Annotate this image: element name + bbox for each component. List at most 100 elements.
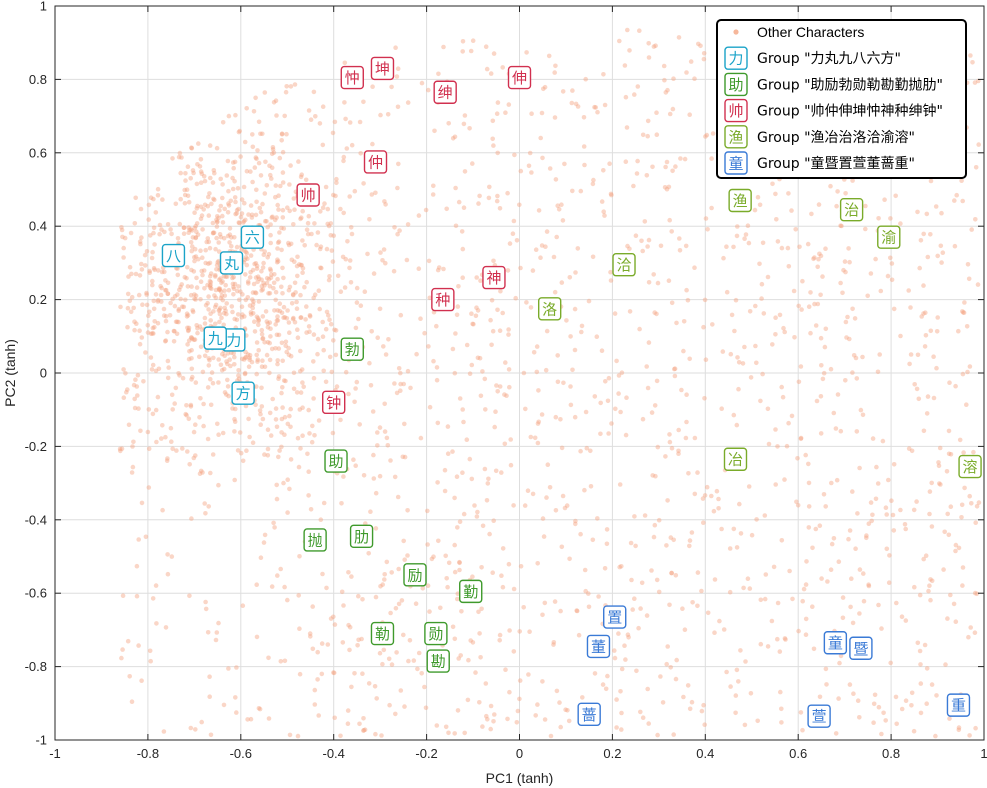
other-character-point [394, 74, 400, 79]
other-character-point [236, 368, 241, 373]
other-character-point [515, 708, 521, 714]
other-character-point [681, 348, 686, 354]
other-character-point [386, 337, 391, 342]
other-character-point [254, 582, 259, 587]
other-character-point [282, 414, 288, 420]
other-character-point [617, 38, 622, 44]
other-character-point [681, 694, 686, 700]
other-character-point [208, 285, 213, 291]
other-character-point [746, 484, 752, 489]
other-character-point [724, 669, 729, 675]
other-character-point [560, 89, 566, 94]
marker-box [433, 80, 457, 104]
other-character-point [187, 227, 192, 233]
other-character-point [392, 225, 397, 230]
other-character-point [279, 430, 284, 435]
other-character-point [212, 304, 218, 310]
x-tick-label: -0.4 [322, 746, 344, 761]
other-character-point [274, 424, 280, 430]
other-character-point [551, 642, 556, 647]
other-character-point [280, 291, 285, 296]
other-character-point [247, 434, 252, 440]
other-character-point [572, 414, 578, 420]
other-character-point [283, 343, 289, 349]
other-character-point [609, 421, 614, 426]
other-character-point [279, 444, 284, 450]
other-character-point [427, 295, 433, 301]
other-character-point [232, 159, 238, 165]
other-character-point [121, 367, 126, 372]
other-character-point [282, 584, 287, 590]
other-character-point [666, 184, 672, 190]
other-character-point [313, 114, 318, 119]
legend-marker-group-2: 助 [724, 72, 748, 97]
other-character-point [137, 328, 142, 334]
other-character-point [256, 276, 262, 282]
other-character-point [733, 297, 739, 303]
other-character-point [210, 380, 216, 386]
marker-char: 洽 [617, 256, 632, 274]
other-character-point [250, 179, 255, 185]
marker-box [340, 65, 364, 90]
other-character-point [371, 452, 376, 458]
other-character-point [202, 321, 208, 326]
other-character-point [269, 215, 275, 220]
other-character-point [243, 297, 249, 303]
other-character-point [145, 323, 151, 328]
other-character-point [149, 255, 155, 261]
other-character-point [248, 169, 253, 174]
other-character-point [652, 403, 658, 408]
other-character-point [638, 709, 643, 715]
other-character-point [172, 329, 177, 334]
other-character-point [420, 586, 426, 591]
other-character-point [193, 453, 198, 458]
other-character-point [160, 423, 165, 428]
other-character-point [198, 297, 203, 302]
other-character-point [260, 336, 265, 342]
character-point-group-2: 勘 [426, 649, 450, 673]
other-character-point [295, 435, 301, 441]
other-character-point [485, 717, 490, 722]
other-character-point [139, 235, 144, 240]
other-character-point [208, 279, 214, 285]
other-character-point [712, 630, 717, 635]
other-character-point [470, 161, 475, 166]
character-point-group-1: 力 [222, 328, 246, 352]
marker-box [807, 704, 831, 728]
other-character-point [170, 446, 175, 452]
other-character-point [469, 311, 474, 317]
other-character-point [634, 171, 640, 176]
other-character-point [929, 524, 935, 529]
other-character-point [214, 145, 220, 151]
other-character-point [216, 432, 221, 438]
other-character-point [165, 291, 171, 297]
other-character-point [847, 336, 852, 342]
other-character-point [211, 230, 217, 236]
other-character-point [260, 416, 266, 422]
other-character-point [676, 448, 681, 454]
other-character-point [193, 380, 199, 385]
other-character-point [206, 307, 211, 312]
other-character-point [508, 437, 513, 442]
other-character-point [854, 376, 860, 381]
other-character-point [736, 386, 741, 392]
character-point-group-5: 暨 [849, 636, 873, 660]
other-character-point [644, 613, 650, 618]
other-character-point [521, 605, 526, 610]
other-character-point [131, 305, 136, 311]
other-character-point [525, 488, 531, 494]
other-character-point [526, 163, 532, 169]
other-character-point [504, 393, 509, 399]
character-point-group-3: 伸 [507, 65, 532, 90]
other-character-point [702, 493, 708, 498]
other-character-point [251, 281, 257, 287]
other-character-point [540, 155, 545, 161]
other-character-point [401, 632, 406, 638]
other-character-point [482, 376, 488, 382]
other-character-point [940, 250, 946, 255]
other-character-point [307, 431, 312, 436]
other-character-point [333, 352, 339, 358]
other-character-point [311, 295, 317, 301]
other-character-point [288, 457, 294, 462]
other-character-point [127, 674, 132, 679]
